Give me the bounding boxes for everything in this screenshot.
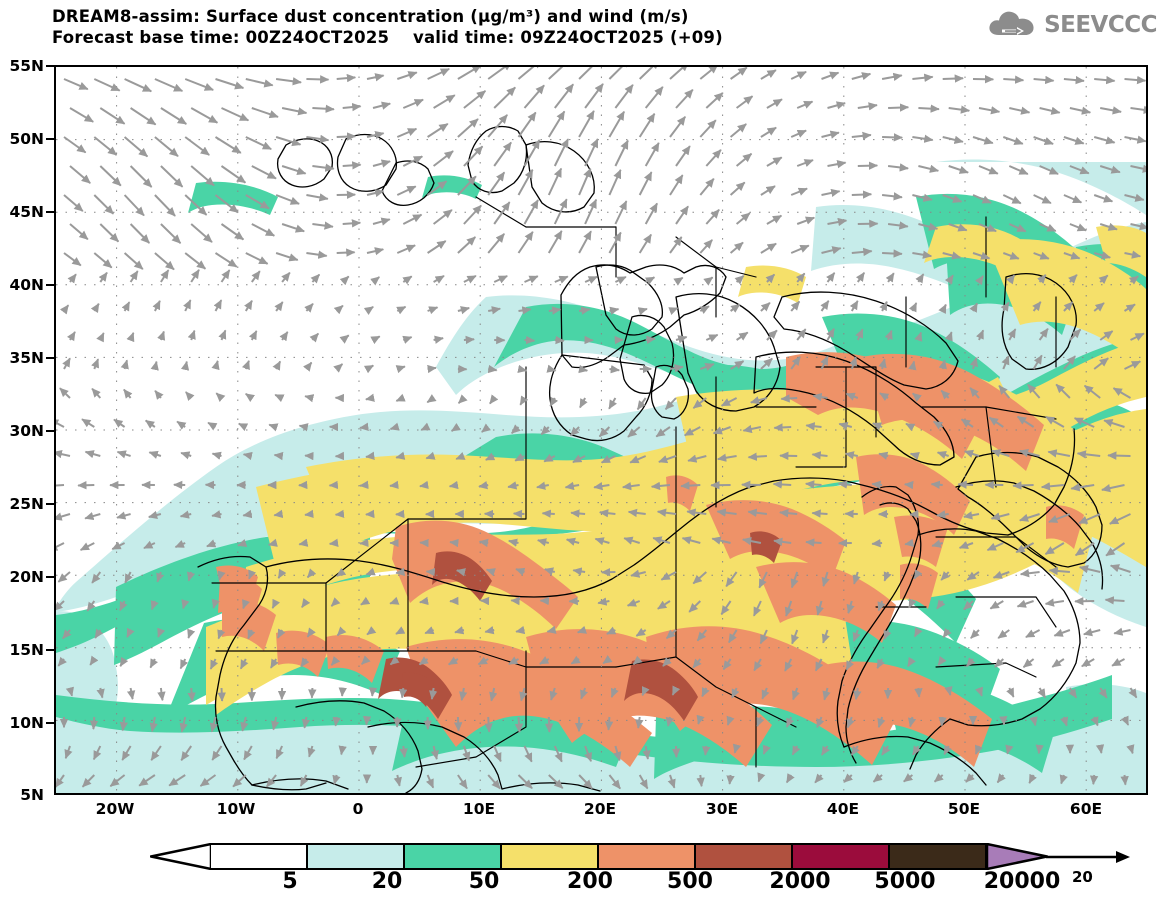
- colorbar[interactable]: [210, 843, 986, 870]
- colorbar-segment-0[interactable]: [210, 843, 307, 870]
- y-tick-40N: 40N: [9, 276, 44, 294]
- colorbar-label-200: 200: [567, 869, 613, 894]
- wind-vector-field: [56, 67, 1146, 790]
- y-tick-55N: 55N: [9, 57, 44, 75]
- wind-scale-label: 20: [1072, 868, 1093, 886]
- wind-scale-arrow-icon: [1046, 851, 1130, 863]
- y-tick-25N: 25N: [9, 495, 44, 513]
- logo-text: SEEVCCC: [1044, 12, 1157, 38]
- x-tick-10W: 10W: [216, 800, 256, 818]
- forecast-time-line: Forecast base time: 00Z24OCT2025 valid t…: [52, 28, 723, 48]
- y-tick-20N: 20N: [9, 568, 44, 586]
- map-canvas: [56, 67, 1146, 793]
- cloud-arrow-icon: [989, 11, 1034, 36]
- colorbar-labels: 5 20 50 200 500 2000 5000 20000: [0, 869, 1165, 899]
- colorbar-segment-6[interactable]: [792, 843, 889, 870]
- x-tick-0: 0: [352, 800, 364, 818]
- wind-scale-key: 20: [1042, 848, 1142, 894]
- colorbar-label-5: 5: [282, 869, 298, 894]
- dust-concentration-map[interactable]: [54, 65, 1148, 795]
- colorbar-label-50: 50: [468, 869, 500, 894]
- colorbar-segment-3[interactable]: [501, 843, 598, 870]
- y-tick-50N: 50N: [9, 130, 44, 148]
- y-tick-10N: 10N: [9, 714, 44, 732]
- colorbar-label-500: 500: [667, 869, 713, 894]
- y-tick-45N: 45N: [9, 203, 44, 221]
- colorbar-segment-2[interactable]: [404, 843, 501, 870]
- x-tick-20E: 20E: [583, 800, 617, 818]
- x-tick-10E: 10E: [462, 800, 496, 818]
- colorbar-segment-5[interactable]: [695, 843, 792, 870]
- x-tick-50E: 50E: [947, 800, 981, 818]
- colorbar-segment-1[interactable]: [307, 843, 404, 870]
- seevccc-logo: SEEVCCC: [986, 8, 1157, 42]
- x-tick-20W: 20W: [95, 800, 135, 818]
- y-tick-5N: 5N: [20, 786, 44, 804]
- y-tick-30N: 30N: [9, 422, 44, 440]
- y-axis: 55N 50N 45N 40N 35N 30N 25N 20N 15N 10N …: [0, 0, 54, 907]
- x-tick-30E: 30E: [705, 800, 739, 818]
- page-title: DREAM8-assim: Surface dust concentration…: [52, 7, 689, 26]
- colorbar-high-arrow: [985, 842, 1049, 871]
- colorbar-segment-4[interactable]: [598, 843, 695, 870]
- colorbar-low-arrow: [149, 842, 213, 871]
- x-tick-60E: 60E: [1069, 800, 1103, 818]
- x-tick-40E: 40E: [826, 800, 860, 818]
- y-tick-15N: 15N: [9, 641, 44, 659]
- colorbar-label-2000: 2000: [769, 869, 831, 894]
- colorbar-label-20: 20: [371, 869, 403, 894]
- colorbar-label-5000: 5000: [874, 869, 936, 894]
- colorbar-segment-7[interactable]: [889, 843, 986, 870]
- y-tick-35N: 35N: [9, 349, 44, 367]
- colorbar-label-20000: 20000: [983, 869, 1061, 894]
- chart-title-block: DREAM8-assim: Surface dust concentration…: [52, 6, 723, 49]
